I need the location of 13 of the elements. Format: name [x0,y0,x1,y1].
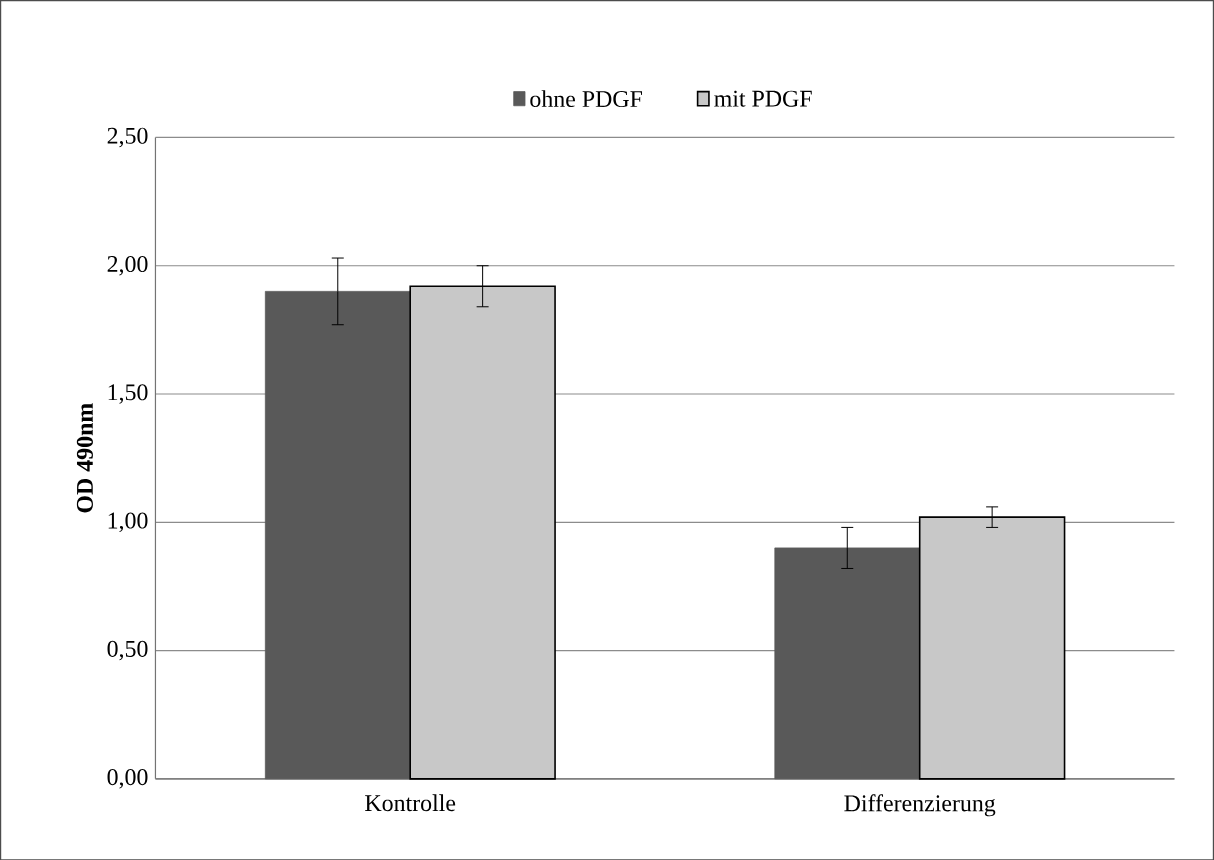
x-tick-label: Differenzierung [844,794,996,817]
y-tick-label: 1,00 [108,512,148,532]
y-tick-label: 2,50 [107,127,148,148]
y-tick-label: 1,50 [108,384,148,404]
legend-label: mit PDGF [714,90,812,107]
y-tick-label: 0,50 [107,640,148,661]
y-tick-label: 2,00 [107,255,148,276]
bar [264,290,411,780]
y-axis-title: OD 490nm [76,403,93,513]
legend-label: ohne PDGF [530,90,643,107]
x-tick-label: Kontrolle [365,794,456,811]
bar [774,547,921,780]
y-tick-label: 0,00 [107,768,148,789]
